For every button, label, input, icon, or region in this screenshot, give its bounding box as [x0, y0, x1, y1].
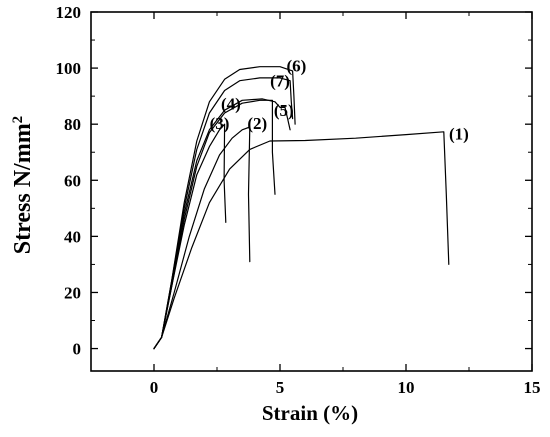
series-line-5 [153, 98, 291, 350]
y-tick-label: 80 [64, 115, 81, 134]
y-tick-label: 60 [64, 171, 81, 190]
y-tick-label: 20 [64, 283, 81, 302]
series-layer [153, 66, 450, 350]
plot-frame [90, 11, 533, 372]
curve-label-5: (5) [274, 101, 294, 120]
y-tick-label: 120 [56, 3, 82, 22]
y-axis-ticks: 0 20 40 60 80 100 120 [56, 3, 532, 359]
y-axis-label-main: Stress N/mm [10, 123, 36, 254]
series-line-2 [153, 126, 251, 350]
plot-area-border [90, 11, 533, 372]
y-tick-label: 0 [73, 340, 82, 359]
y-axis-label-superscript: 2 [10, 116, 26, 124]
curve-label-2: (2) [247, 114, 267, 133]
x-axis-ticks: 0 5 10 15 [90, 12, 541, 397]
curve-labels: (1) (2) (3)(4) (5) (6)(7) [210, 57, 469, 144]
x-tick-label: 5 [276, 378, 285, 397]
series-line-7 [153, 77, 294, 350]
curve-label-3: (3) [210, 114, 230, 133]
curve-label-1: (1) [449, 125, 469, 144]
x-tick-label: 0 [150, 378, 159, 397]
curve-label-6: (6) [286, 57, 306, 76]
curve-label-7: (7) [270, 71, 290, 90]
x-tick-label: 10 [398, 378, 415, 397]
y-tick-label: 100 [56, 59, 82, 78]
curve-label-4: (4) [221, 94, 241, 113]
x-axis-label: Strain (%) [262, 401, 358, 425]
y-tick-label: 40 [64, 227, 81, 246]
x-tick-label: 15 [524, 378, 541, 397]
series-line-1 [153, 131, 450, 350]
y-axis-label: Stress N/mm2 [10, 116, 36, 254]
